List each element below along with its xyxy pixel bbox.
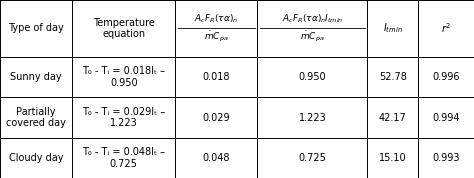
Text: Partially
covered day: Partially covered day: [6, 107, 66, 128]
Text: 0.996: 0.996: [432, 72, 460, 82]
Text: T₀ - Tᵢ = 0.048Iₜ –
0.725: T₀ - Tᵢ = 0.048Iₜ – 0.725: [82, 147, 165, 169]
Text: $\dot{m}C_{pa}$: $\dot{m}C_{pa}$: [300, 29, 325, 44]
Text: $\dot{m}C_{pa}$: $\dot{m}C_{pa}$: [204, 29, 228, 44]
Text: 15.10: 15.10: [379, 153, 407, 163]
Text: 0.993: 0.993: [432, 153, 460, 163]
Text: T₀ - Tᵢ = 0.029Iₜ –
1.223: T₀ - Tᵢ = 0.029Iₜ – 1.223: [82, 107, 165, 128]
Text: 0.994: 0.994: [432, 112, 460, 123]
Text: 0.725: 0.725: [299, 153, 326, 163]
Text: 0.029: 0.029: [202, 112, 230, 123]
Text: T₀ - Tᵢ = 0.018Iₜ –
0.950: T₀ - Tᵢ = 0.018Iₜ – 0.950: [82, 66, 165, 88]
Text: $A_cF_R(\tau\alpha)_n I_{tmin}$: $A_cF_R(\tau\alpha)_n I_{tmin}$: [282, 12, 343, 25]
Text: Sunny day: Sunny day: [10, 72, 62, 82]
Text: 52.78: 52.78: [379, 72, 407, 82]
Text: 0.048: 0.048: [202, 153, 230, 163]
Text: 1.223: 1.223: [299, 112, 326, 123]
Text: $A_cF_R(\tau\alpha)_n$: $A_cF_R(\tau\alpha)_n$: [194, 12, 238, 25]
Text: Cloudy day: Cloudy day: [9, 153, 63, 163]
Text: Temperature
equation: Temperature equation: [93, 18, 155, 39]
Text: 0.950: 0.950: [299, 72, 326, 82]
Text: Type of day: Type of day: [8, 23, 64, 33]
Text: $r^2$: $r^2$: [441, 22, 451, 35]
Text: $I_{tmin}$: $I_{tmin}$: [383, 22, 403, 35]
Text: 0.018: 0.018: [202, 72, 230, 82]
Text: 42.17: 42.17: [379, 112, 407, 123]
